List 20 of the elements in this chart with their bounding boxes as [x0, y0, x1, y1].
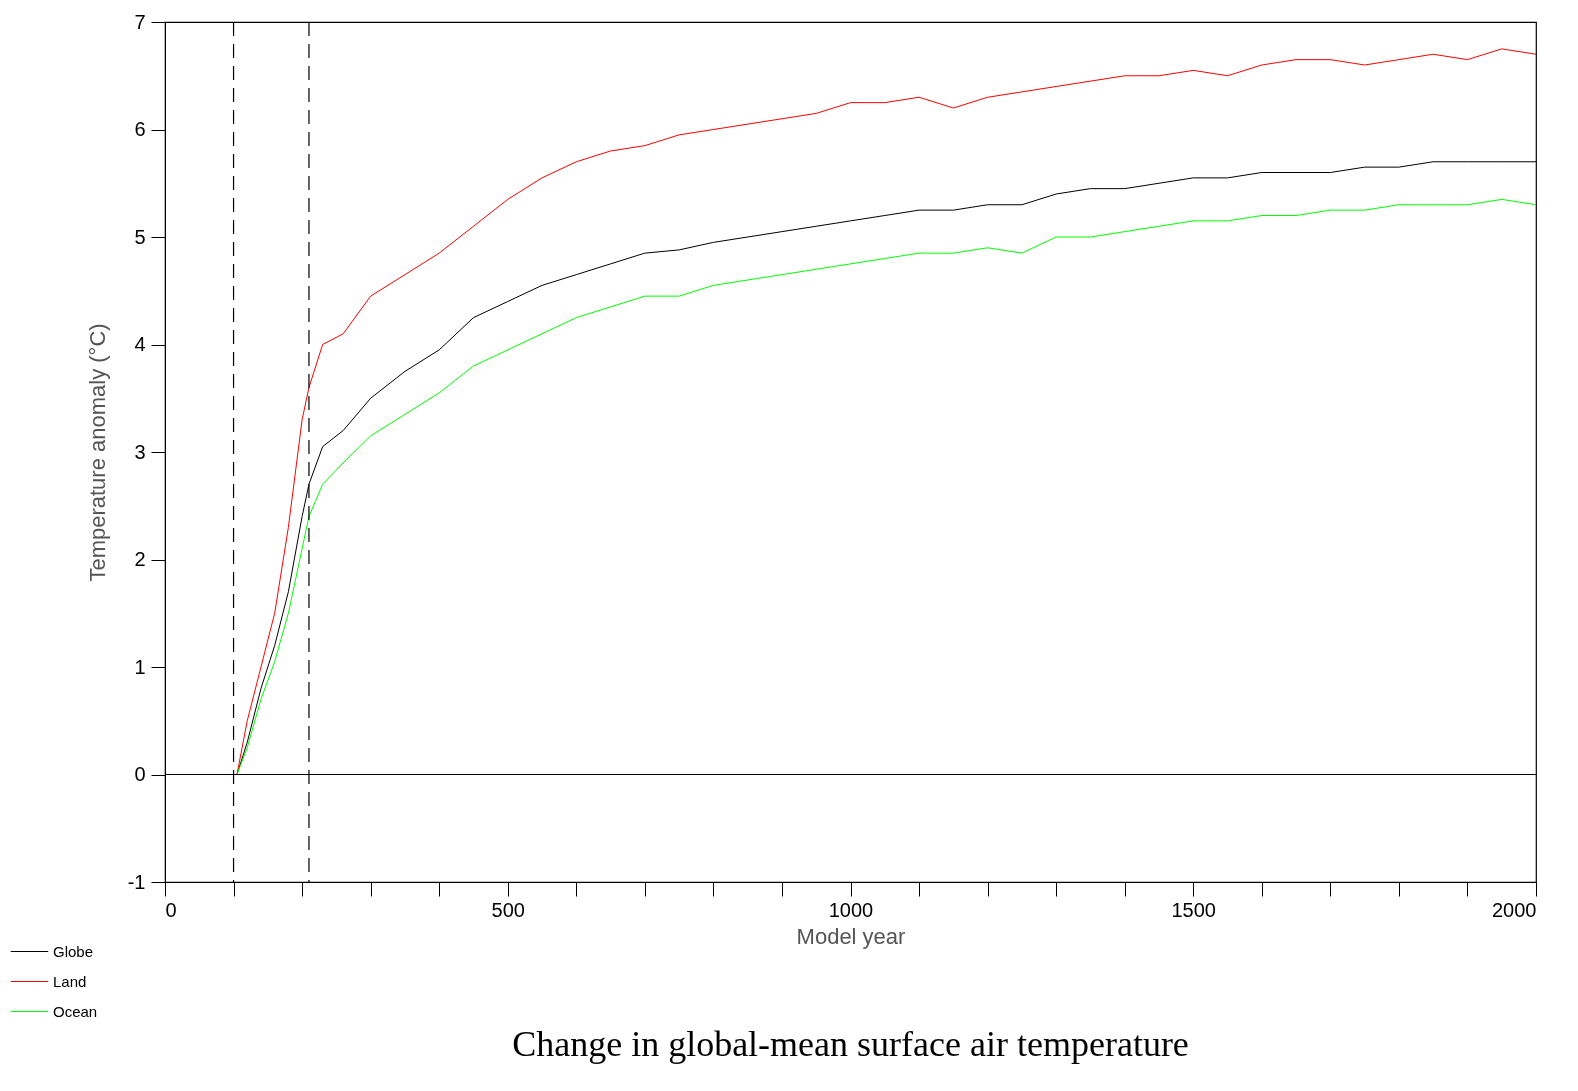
y-tick-label: 7 [134, 10, 146, 33]
y-axis-title: Temperature anomaly (°C) [84, 323, 110, 582]
x-tick-label: 1500 [1171, 898, 1216, 921]
text: Change in global-mean surface air temperature [512, 1024, 1189, 1064]
y-tick-label: 1 [134, 655, 146, 678]
x-axis-title: Model year [796, 923, 906, 949]
y-tick-label: 6 [134, 118, 146, 140]
legend-label: Globe [53, 942, 94, 960]
x-tick-label: 500 [491, 898, 525, 921]
y-tick-label: 3 [134, 440, 146, 463]
y-tick-label: 2 [134, 548, 146, 570]
legend-label: Land [53, 972, 87, 990]
y-tick-label: 5 [134, 225, 146, 248]
legend-label: Ocean [53, 1002, 98, 1020]
y-tick-label: 0 [134, 763, 146, 785]
y-tick-label: -1 [127, 870, 146, 893]
x-tick-label: 1000 [828, 898, 874, 921]
x-tick-label: 2000 [1492, 898, 1537, 921]
y-tick-label: 4 [134, 333, 146, 355]
x-tick-label: 0 [165, 898, 177, 921]
